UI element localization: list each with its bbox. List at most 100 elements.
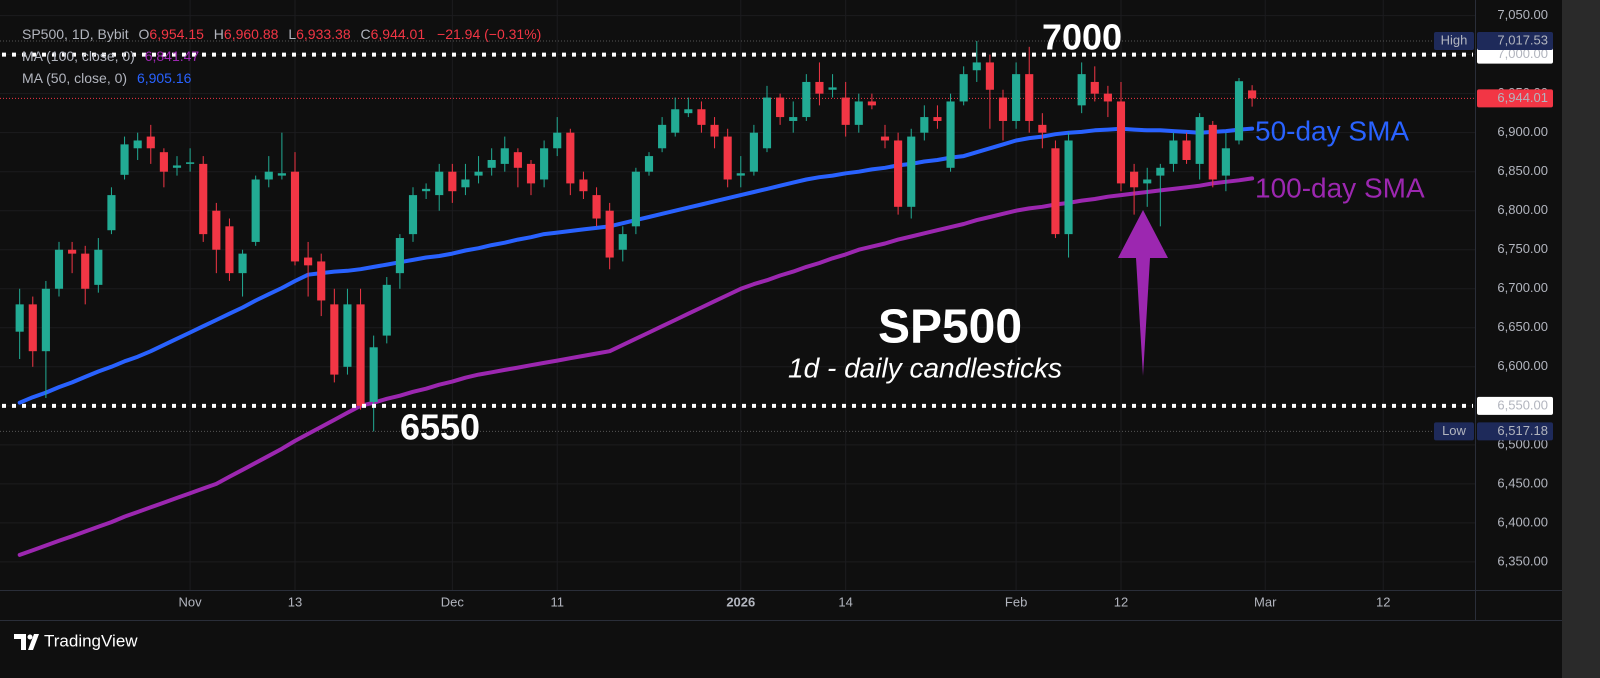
candle-body bbox=[1064, 140, 1073, 235]
level-label: 7000 bbox=[1042, 17, 1122, 58]
price-badge bbox=[1477, 31, 1553, 50]
candle-body bbox=[1156, 167, 1165, 176]
x-tick-label: Mar bbox=[1254, 594, 1277, 609]
candle-body bbox=[697, 109, 706, 125]
price-badge bbox=[1477, 89, 1553, 108]
candle-body bbox=[684, 109, 693, 114]
candle-body bbox=[1169, 140, 1178, 164]
candle-body bbox=[1208, 124, 1217, 180]
candle-body bbox=[225, 226, 234, 274]
y-tick-label: 6,850.00 bbox=[1497, 163, 1548, 178]
candle-body bbox=[972, 62, 981, 71]
candle-body bbox=[68, 249, 77, 254]
brand: TradingView bbox=[44, 631, 138, 650]
price-badge-label: 6,550.00 bbox=[1497, 397, 1548, 412]
candle-body bbox=[28, 304, 37, 352]
candle-body bbox=[186, 162, 195, 164]
subtitle: 1d - daily candlesticks bbox=[788, 352, 1062, 383]
sma-label: 100-day SMA bbox=[1255, 172, 1425, 203]
candle-body bbox=[1221, 148, 1230, 176]
price-badge-label: 6,944.01 bbox=[1497, 90, 1548, 105]
x-tick-label: Nov bbox=[179, 594, 203, 609]
candle-body bbox=[946, 101, 955, 168]
candle-body bbox=[435, 171, 444, 196]
candle-body bbox=[789, 117, 798, 121]
y-tick-label: 6,350.00 bbox=[1497, 553, 1548, 568]
candle-body bbox=[1195, 117, 1204, 164]
logo: TradingView bbox=[14, 631, 138, 650]
ohlc-key: H bbox=[214, 26, 224, 42]
candle-body bbox=[933, 117, 942, 121]
candle-body bbox=[15, 304, 24, 332]
x-tick-label: 2026 bbox=[726, 594, 755, 609]
ohlc-key: O bbox=[139, 26, 150, 42]
candle-body bbox=[736, 173, 745, 176]
indicator-value: 6,841.47 bbox=[145, 48, 200, 64]
candle-body bbox=[382, 284, 391, 336]
candle-body bbox=[408, 195, 418, 235]
candle-body bbox=[854, 101, 863, 125]
price-badge bbox=[1477, 45, 1553, 64]
level-label: 6550 bbox=[400, 407, 480, 448]
candle-body bbox=[120, 144, 129, 175]
candle-body bbox=[343, 304, 352, 367]
logo-icon bbox=[14, 634, 39, 650]
price-badge bbox=[1477, 396, 1553, 415]
candle-body bbox=[107, 195, 116, 231]
candle-body bbox=[330, 304, 339, 375]
candle-body bbox=[867, 101, 876, 106]
candle-body bbox=[54, 249, 64, 289]
marker-badge bbox=[1434, 422, 1474, 441]
candle-body bbox=[776, 97, 785, 118]
candle-body bbox=[605, 210, 614, 258]
price-badge-label: 7,017.53 bbox=[1497, 32, 1548, 47]
candle-body bbox=[749, 132, 758, 172]
candle-body bbox=[998, 97, 1008, 121]
candle-body bbox=[828, 87, 837, 90]
candle-body bbox=[146, 136, 155, 149]
indicator-name: MA (50, close, 0) bbox=[22, 70, 127, 86]
y-tick-label: 6,700.00 bbox=[1497, 280, 1548, 295]
candle-body bbox=[1103, 93, 1112, 102]
candle-body bbox=[422, 188, 431, 192]
ohlc-key: L bbox=[288, 26, 296, 42]
ohlc-value: 6,960.88 bbox=[224, 26, 279, 42]
x-tick-label: 12 bbox=[1376, 594, 1390, 609]
candle-body bbox=[238, 253, 247, 274]
candle-body bbox=[133, 140, 142, 149]
candle-body bbox=[474, 171, 483, 176]
candle-body bbox=[894, 140, 903, 207]
candle-body bbox=[959, 74, 968, 102]
x-tick-label: 13 bbox=[288, 594, 302, 609]
candle-body bbox=[1012, 74, 1021, 121]
change: −21.94 (−0.31%) bbox=[437, 26, 541, 42]
candle-body bbox=[540, 148, 549, 180]
candle-body bbox=[880, 136, 890, 141]
logo-dot bbox=[27, 634, 33, 640]
candle-body bbox=[592, 195, 601, 219]
y-tick-label: 6,400.00 bbox=[1497, 514, 1548, 529]
candle-body bbox=[579, 179, 588, 192]
candle-body bbox=[1143, 179, 1152, 184]
candle-body bbox=[290, 171, 300, 262]
candle-body bbox=[907, 136, 916, 207]
x-tick-label: 11 bbox=[550, 594, 564, 609]
candle-body bbox=[1090, 81, 1099, 94]
candle-body bbox=[526, 163, 536, 184]
candle-body bbox=[356, 304, 365, 406]
candle-body bbox=[500, 148, 509, 164]
indicator-row: MA (50, close, 0) 6,905.16 bbox=[22, 70, 192, 86]
annotations bbox=[2, 52, 1473, 408]
candle-body bbox=[277, 173, 286, 176]
candle-body bbox=[199, 163, 208, 235]
candle-body bbox=[1025, 74, 1034, 121]
x-tick-label: 14 bbox=[838, 594, 852, 609]
candle-body bbox=[985, 62, 994, 90]
arrow bbox=[1118, 210, 1168, 376]
candle-body bbox=[395, 238, 404, 274]
plot bbox=[15, 40, 1257, 557]
candle-body bbox=[658, 124, 667, 149]
candle-body bbox=[487, 159, 496, 168]
candle-body bbox=[251, 179, 260, 242]
